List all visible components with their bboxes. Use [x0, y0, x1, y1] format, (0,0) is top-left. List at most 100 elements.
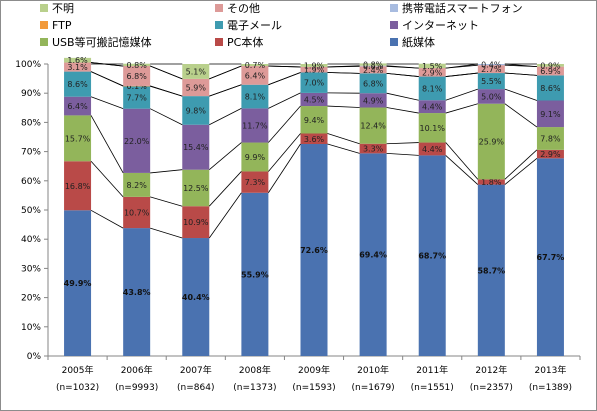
- bar-4-seg-8: [300, 64, 328, 67]
- bar-2-seg-3: [182, 124, 210, 170]
- connector-1-0: [150, 227, 183, 239]
- connector-5-3: [386, 92, 419, 101]
- bar-7-seg-7: [477, 64, 505, 66]
- bar-6-seg-6: [418, 68, 446, 77]
- bar-5-seg-4: [359, 73, 387, 94]
- bar-5-label-2: 12.4%: [360, 122, 386, 131]
- connector-2-1: [208, 171, 242, 207]
- x-category-3: 2008年: [239, 364, 271, 376]
- connector-5-2: [386, 107, 419, 114]
- bar-7-seg-0: [477, 184, 505, 356]
- bar-5-label-1: 3.3%: [363, 145, 384, 154]
- bar-6-label-0: 68.7%: [418, 252, 446, 261]
- bar-5-label-4: 6.8%: [363, 79, 384, 88]
- connector-3-3: [268, 92, 301, 109]
- y-tick-label-5: 50%: [21, 206, 41, 216]
- connector-0-5: [90, 71, 124, 87]
- bar-1-label-0: 43.8%: [123, 288, 151, 297]
- legend-swatch-4: [215, 21, 223, 29]
- connector-7-7: [504, 63, 537, 68]
- connector-0-2: [90, 115, 124, 174]
- legend-label-8: 紙媒体: [402, 35, 435, 49]
- bar-2-seg-0: [182, 238, 210, 356]
- bar-1-seg-1: [123, 196, 151, 229]
- bar-4-label-2: 9.4%: [304, 116, 325, 125]
- bar-2-seg-4: [182, 96, 210, 125]
- x-category-2: 2007年: [180, 364, 212, 376]
- bar-3-label-4: 8.1%: [245, 93, 266, 102]
- bar-4-seg-0: [300, 144, 328, 356]
- connector-3-2: [268, 105, 301, 143]
- connector-7-5: [504, 72, 537, 76]
- bar-1-seg-2: [123, 172, 151, 197]
- bar-3-seg-6: [241, 66, 269, 85]
- bar-7-label-3: 5.0%: [481, 92, 502, 101]
- bar-8-label-3: 9.1%: [540, 110, 561, 119]
- y-tick-label-2: 20%: [21, 294, 41, 304]
- bar-7-seg-4: [477, 73, 505, 90]
- bar-0-label-0: 49.9%: [64, 279, 92, 288]
- bar-4-label-0: 72.6%: [300, 246, 328, 255]
- connector-2-7: [209, 65, 242, 80]
- bar-0-seg-1: [64, 161, 92, 211]
- bar-7-seg-1: [477, 179, 505, 185]
- connector-1-2: [150, 169, 183, 174]
- bar-4-label-4: 7.0%: [304, 79, 325, 88]
- bar-8-label-4: 8.6%: [540, 84, 561, 93]
- x-category-6: 2011年: [416, 364, 448, 376]
- connector-7-0: [504, 158, 538, 185]
- bar-0-label-4: 8.6%: [67, 80, 88, 89]
- bar-6-label-6: 2.9%: [422, 68, 443, 77]
- bar-1-seg-5: [123, 85, 151, 87]
- bar-2-seg-6: [182, 78, 210, 97]
- connector-0-3: [90, 96, 124, 110]
- bar-2-seg-8: [182, 64, 210, 79]
- bar-5-seg-0: [359, 153, 387, 356]
- connector-0-0: [90, 209, 124, 229]
- connector-2-3: [209, 108, 242, 126]
- bar-1-seg-0: [123, 228, 151, 356]
- bar-5-label-7: 0.8%: [363, 62, 384, 71]
- bar-8-seg-8: [536, 64, 564, 67]
- bar-3-label-3: 11.7%: [242, 121, 268, 130]
- bar-8-seg-0: [536, 158, 564, 356]
- bar-4-seg-1: [300, 133, 328, 145]
- bar-0-seg-8: [64, 57, 92, 63]
- bar-4-seg-2: [300, 106, 328, 134]
- bar-5-seg-3: [359, 93, 387, 108]
- connector-4-0: [327, 143, 360, 154]
- connector-6-7: [445, 63, 478, 69]
- bar-0-label-8: 1.6%: [67, 56, 88, 65]
- connector-3-7: [268, 65, 301, 68]
- bar-3-label-0: 55.9%: [241, 270, 269, 279]
- bar-7-seg-3: [477, 89, 505, 104]
- connector-1-7: [150, 65, 183, 80]
- connector-1-3: [149, 108, 183, 126]
- connector-1-5: [150, 85, 183, 97]
- x-category-4: 2009年: [298, 364, 330, 376]
- bar-1-seg-4: [123, 86, 151, 109]
- bar-1-label-6: 6.8%: [127, 72, 148, 81]
- bar-6-label-3: 4.4%: [422, 103, 443, 112]
- bar-2-seg-1: [182, 206, 210, 239]
- bar-3-seg-1: [241, 171, 269, 193]
- connector-6-3: [445, 88, 478, 101]
- x-sample-8: (n=1389): [529, 383, 572, 393]
- x-sample-2: (n=864): [177, 383, 214, 393]
- connector-4-1: [327, 133, 360, 145]
- bar-0-label-3: 6.4%: [67, 102, 88, 111]
- connector-5-1: [386, 142, 419, 145]
- bar-2-label-1: 10.9%: [183, 218, 209, 227]
- y-tick-label-0: 0%: [27, 352, 42, 362]
- bar-2-label-3: 15.4%: [183, 143, 209, 152]
- bar-8-label-6: 6.9%: [540, 67, 561, 76]
- x-sample-1: (n=9993): [115, 383, 158, 393]
- legend-swatch-8: [390, 38, 398, 46]
- legend-label-6: USB等可搬記憶媒体: [52, 35, 152, 49]
- bar-1-label-1: 10.7%: [124, 208, 150, 217]
- legend-label-1: その他: [227, 2, 260, 15]
- connector-6-2: [445, 103, 478, 114]
- connector-3-0: [268, 143, 301, 193]
- bar-7-label-6: 2.7%: [481, 65, 502, 74]
